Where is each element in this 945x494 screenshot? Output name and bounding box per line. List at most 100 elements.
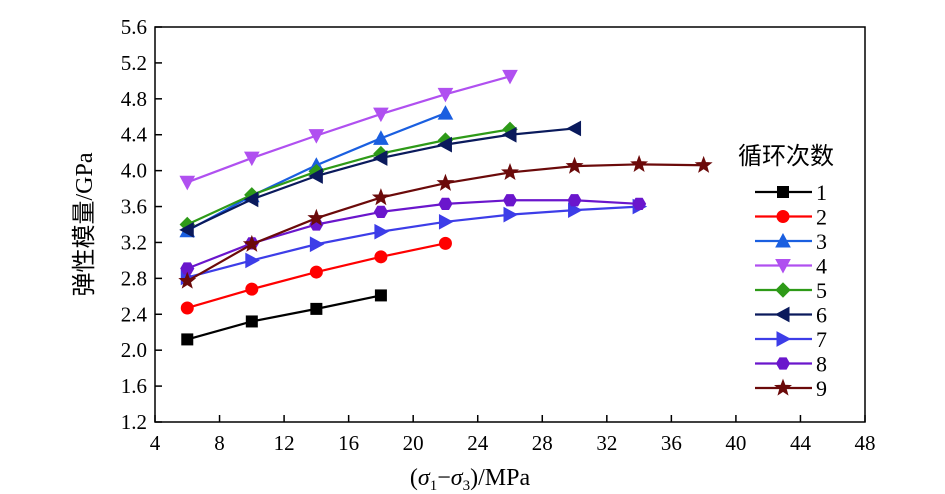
data-point (373, 205, 388, 219)
data-point (502, 69, 518, 85)
legend-entry-1: 1 (755, 180, 827, 205)
legend-entry-3: 3 (755, 229, 827, 254)
data-point (566, 120, 582, 137)
legend-label: 1 (816, 180, 827, 205)
x-tick-label: 48 (855, 431, 876, 455)
data-point (438, 197, 453, 210)
legend-swatch-marker (775, 232, 791, 248)
data-point (242, 234, 261, 252)
legend-swatch-marker (774, 306, 790, 323)
y-tick-label: 4.4 (121, 123, 148, 147)
data-point (501, 126, 517, 143)
data-point (307, 208, 326, 226)
data-point (374, 289, 387, 302)
legend-swatch-marker (775, 259, 791, 274)
data-point (694, 155, 713, 173)
series-line-4 (186, 75, 511, 184)
x-tick-label: 28 (532, 431, 553, 455)
data-point (180, 262, 195, 275)
y-axis-title: 弹性模量/GPa (71, 152, 98, 296)
data-point (243, 151, 260, 167)
series-line-7 (186, 205, 640, 279)
legend-swatch-marker (774, 378, 792, 396)
series-line-1 (186, 294, 382, 341)
series-2 (180, 236, 452, 315)
series-line-5 (186, 128, 511, 226)
data-point (308, 129, 325, 144)
data-point (438, 236, 452, 250)
y-tick-label: 4.0 (121, 159, 147, 183)
data-point (245, 252, 260, 269)
data-point (501, 163, 519, 181)
series-6 (179, 120, 582, 238)
y-tick-label: 2.8 (121, 266, 147, 290)
series-4 (179, 69, 518, 191)
data-point (373, 130, 389, 145)
data-point (179, 222, 194, 238)
data-point (373, 107, 389, 123)
legend-swatch-marker (775, 282, 791, 298)
y-tick-label: 1.2 (121, 410, 147, 434)
y-tick-label: 3.2 (121, 230, 147, 254)
y-tick-label: 2.0 (121, 338, 147, 362)
legend-label: 8 (816, 352, 827, 377)
legend-swatch-marker (776, 331, 792, 347)
legend-swatch-marker (777, 186, 789, 198)
legend-label: 4 (816, 254, 827, 279)
y-tick-label: 2.4 (121, 302, 148, 326)
data-point (309, 265, 323, 279)
data-point (310, 302, 323, 315)
legend-entry-2: 2 (755, 205, 827, 230)
x-tick-label: 44 (790, 431, 812, 455)
data-point (565, 156, 584, 174)
data-point (503, 206, 519, 223)
legend-entry-6: 6 (755, 303, 827, 328)
data-point (243, 191, 259, 208)
x-tick-label: 24 (467, 431, 489, 455)
data-point (374, 250, 388, 264)
legend-label: 6 (816, 303, 827, 328)
x-tick-label: 16 (338, 431, 359, 455)
data-point (568, 202, 583, 218)
data-point (309, 236, 325, 253)
data-point (374, 223, 389, 240)
data-point (437, 105, 454, 120)
x-tick-label: 12 (274, 431, 295, 455)
data-point (438, 213, 454, 230)
data-point (372, 150, 388, 166)
data-point (567, 194, 582, 207)
data-point (437, 136, 452, 153)
data-point (181, 333, 194, 346)
x-tick-label: 36 (661, 431, 682, 455)
legend-label: 9 (816, 376, 827, 401)
data-point (180, 301, 194, 315)
series-1 (181, 289, 387, 346)
legend-swatch-marker (775, 357, 791, 370)
data-point (245, 282, 259, 296)
legend-label: 2 (816, 205, 827, 230)
legend-swatch-marker (776, 210, 790, 223)
y-tick-label: 5.2 (121, 51, 147, 75)
x-tick-label: 4 (150, 431, 161, 455)
x-tick-label: 20 (403, 431, 424, 455)
y-tick-label: 1.6 (121, 374, 147, 398)
series-8 (180, 194, 647, 275)
legend-entry-4: 4 (755, 254, 827, 279)
data-point (179, 175, 196, 191)
x-tick-label: 32 (596, 431, 617, 455)
y-tick-label: 5.6 (121, 15, 147, 39)
legend-label: 3 (816, 229, 827, 254)
data-point (245, 315, 258, 328)
y-tick-label: 3.6 (121, 195, 147, 219)
series-5 (179, 121, 518, 233)
data-point (308, 168, 323, 184)
data-point (371, 188, 390, 206)
data-point (436, 173, 455, 191)
x-axis-title: (σ1−σ3)/MPa(σ1−σ3)/MPa (410, 465, 531, 494)
legend-entry-7: 7 (755, 327, 827, 352)
x-tick-label: 8 (214, 431, 225, 455)
data-point (630, 154, 649, 172)
data-point (437, 87, 454, 103)
